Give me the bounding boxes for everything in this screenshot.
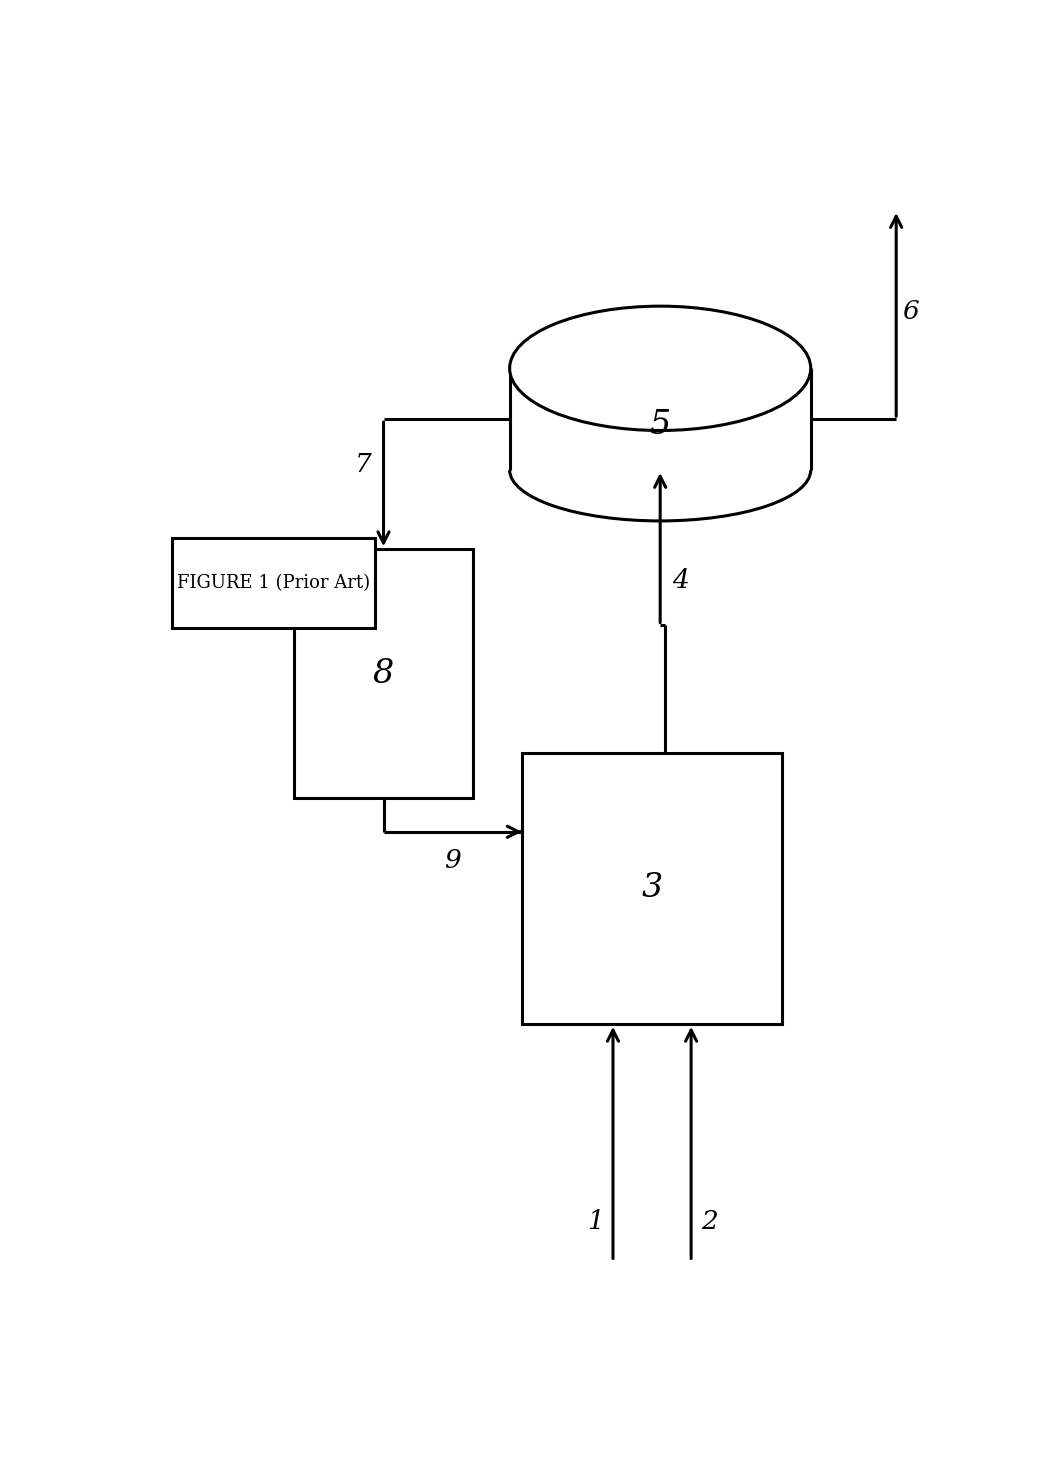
Text: 3: 3: [642, 872, 663, 904]
Text: 5: 5: [650, 410, 671, 440]
Bar: [522, 753, 782, 1025]
Text: 1: 1: [587, 1210, 604, 1235]
Ellipse shape: [509, 307, 811, 430]
Text: 9: 9: [444, 847, 461, 872]
Text: 4: 4: [672, 568, 689, 593]
Text: 8: 8: [373, 658, 394, 690]
Bar: [172, 537, 376, 628]
Bar: [294, 549, 472, 799]
Text: 6: 6: [902, 299, 919, 324]
Text: FIGURE 1 (Prior Art): FIGURE 1 (Prior Art): [177, 574, 371, 592]
Text: 2: 2: [700, 1210, 717, 1235]
Text: 7: 7: [355, 452, 372, 477]
